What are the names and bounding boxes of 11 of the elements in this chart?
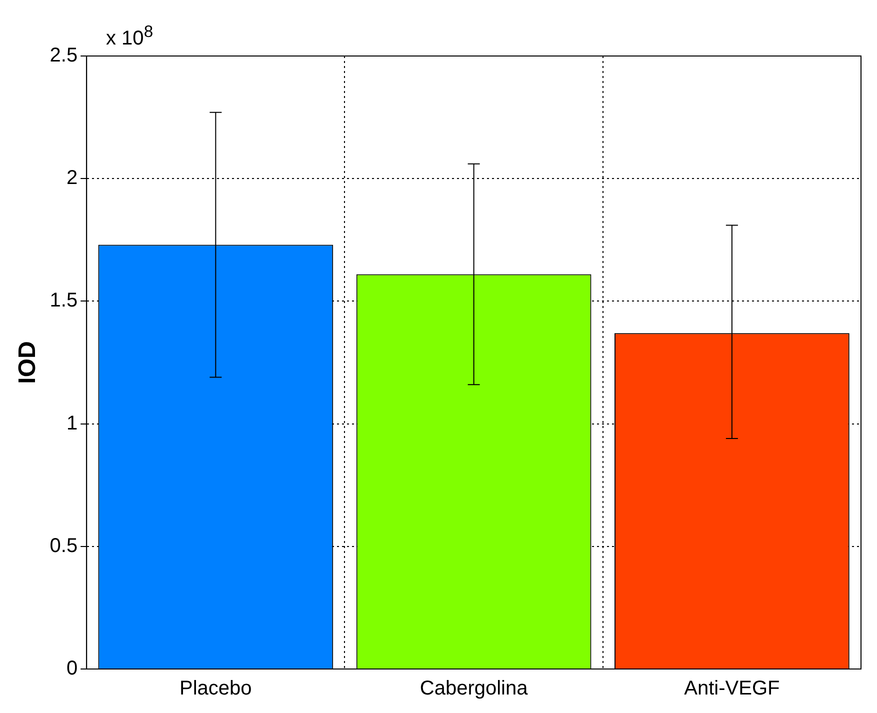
y-tick-label: 1.5 (50, 290, 78, 312)
x-tick-label: Cabergolina (420, 678, 529, 700)
y-axis-title: IOD (14, 341, 42, 384)
y-tick-label: 2.5 (50, 44, 78, 67)
x-tick-label: Placebo (180, 678, 252, 700)
y-tick-label: 2 (66, 167, 78, 190)
y-tick-label: 0 (66, 658, 78, 680)
y-tick-label: 1 (66, 412, 78, 434)
y-tick-label: 0.5 (50, 534, 78, 557)
text: x 10$^{8}$ (106, 22, 154, 51)
x-tick-label: Anti-VEGF (684, 678, 780, 700)
